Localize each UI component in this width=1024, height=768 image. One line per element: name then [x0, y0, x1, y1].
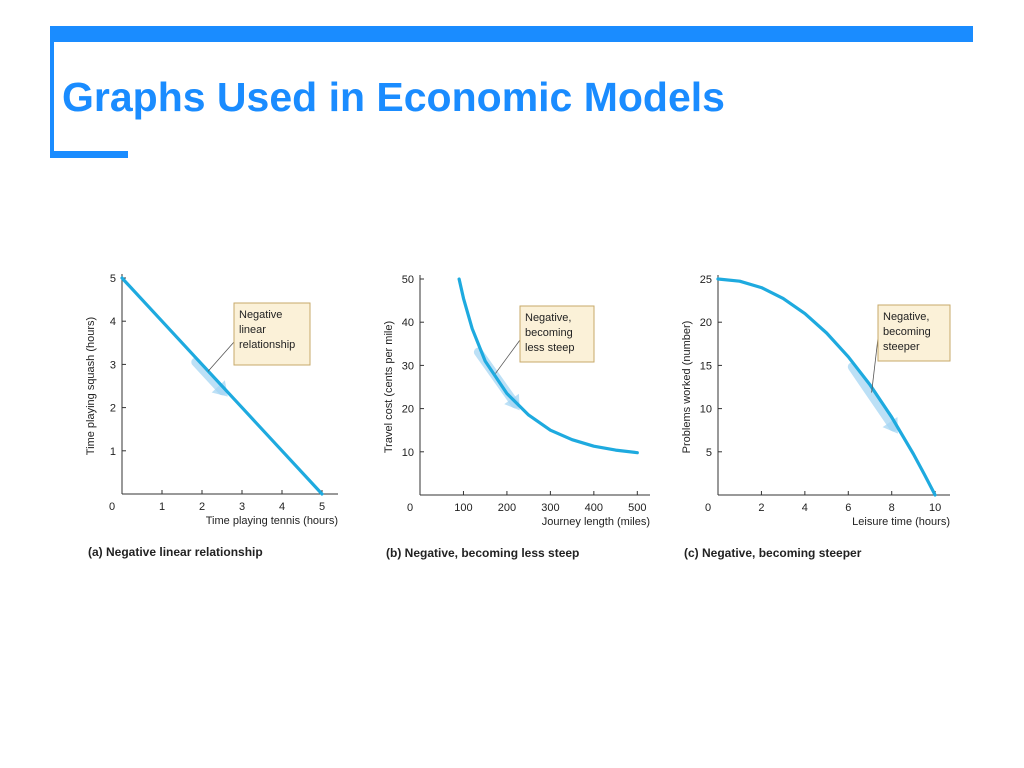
- direction-arrow-shaft: [191, 357, 227, 396]
- y-tick-label: 10: [402, 447, 414, 459]
- callout-connector: [207, 341, 235, 372]
- direction-arrow-shaft: [847, 362, 898, 432]
- callout-box: [519, 305, 595, 363]
- callout-connector: [871, 337, 879, 393]
- y-tick-label: 1: [110, 446, 116, 458]
- x-tick-label: 300: [541, 502, 559, 514]
- direction-arrow-head: [504, 393, 520, 411]
- y-tick-label: 20: [700, 317, 712, 329]
- y-tick-label: 5: [706, 447, 712, 459]
- direction-arrow-head: [211, 380, 228, 397]
- origin-label: 0: [407, 502, 413, 514]
- chart-caption: (b) Negative, becoming less steep: [386, 546, 579, 560]
- x-tick-label: 100: [454, 502, 472, 514]
- callout-text: less steep: [525, 342, 575, 354]
- chart-c-negative-steeper: 0 2 4 6 8 10 5 10 15 20 25 Leisure time (hours) Prob…: [681, 274, 951, 560]
- y-tick-label: 2: [110, 403, 116, 415]
- data-curve: [120, 276, 324, 496]
- chart-a-negative-linear: 0 1 2 3 4 5 1 2 3 4 5 Time playing tennis (hours) Ti…: [85, 273, 338, 559]
- data-curve: [457, 277, 639, 455]
- callout-box: [877, 304, 951, 362]
- callout-text: linear: [239, 324, 266, 336]
- y-tick-label: 20: [402, 404, 414, 416]
- x-axis-label: Journey length (miles): [542, 516, 650, 528]
- y-axis-label: Problems worked (number): [681, 321, 693, 454]
- y-tick-label: 10: [700, 404, 712, 416]
- callout-text: becoming: [883, 326, 931, 338]
- x-tick-label: 400: [585, 502, 603, 514]
- x-tick-label: 5: [319, 501, 325, 513]
- x-axis-label: Leisure time (hours): [852, 516, 950, 528]
- callout-text: Negative: [239, 309, 282, 321]
- x-tick-label: 1: [159, 501, 165, 513]
- x-tick-label: 200: [498, 502, 516, 514]
- x-tick-label: 500: [628, 502, 646, 514]
- y-tick-label: 40: [402, 317, 414, 329]
- y-tick-label: 15: [700, 360, 712, 372]
- origin-label: 0: [109, 501, 115, 513]
- left-accent-bar: [50, 26, 54, 158]
- callout-text: Negative,: [525, 312, 571, 324]
- chart-b-negative-less-steep: 0 100 200 300 400 500 10 20 30 40 50 Journey length…: [383, 274, 650, 560]
- title-accent-bar: [50, 26, 973, 42]
- x-tick-label: 2: [199, 501, 205, 513]
- callout-text: becoming: [525, 327, 573, 339]
- x-tick-label: 6: [845, 502, 851, 514]
- y-tick-label: 3: [110, 359, 116, 371]
- y-tick-label: 50: [402, 274, 414, 286]
- x-tick-label: 10: [929, 502, 941, 514]
- data-curve: [716, 277, 937, 497]
- x-axis-label: Time playing tennis (hours): [206, 515, 338, 527]
- x-tick-label: 3: [239, 501, 245, 513]
- callout-text: steeper: [883, 341, 920, 353]
- callout-text: relationship: [239, 339, 295, 351]
- y-tick-label: 30: [402, 360, 414, 372]
- y-tick-label: 4: [110, 316, 116, 328]
- x-tick-label: 2: [758, 502, 764, 514]
- y-tick-label: 5: [110, 273, 116, 285]
- callout-connector: [495, 339, 521, 374]
- y-axis-label: Time playing squash (hours): [85, 317, 97, 455]
- chart-caption: (c) Negative, becoming steeper: [684, 546, 862, 560]
- chart-caption: (a) Negative linear relationship: [88, 545, 263, 559]
- x-tick-label: 8: [889, 502, 895, 514]
- x-tick-label: 4: [279, 501, 285, 513]
- y-axis-label: Travel cost (cents per mile): [383, 321, 395, 453]
- accent-underline: [50, 151, 128, 158]
- slide-title: Graphs Used in Economic Models: [62, 74, 725, 120]
- x-tick-label: 4: [802, 502, 808, 514]
- callout-box: [233, 302, 311, 366]
- y-tick-label: 25: [700, 274, 712, 286]
- callout-text: Negative,: [883, 311, 929, 323]
- origin-label: 0: [705, 502, 711, 514]
